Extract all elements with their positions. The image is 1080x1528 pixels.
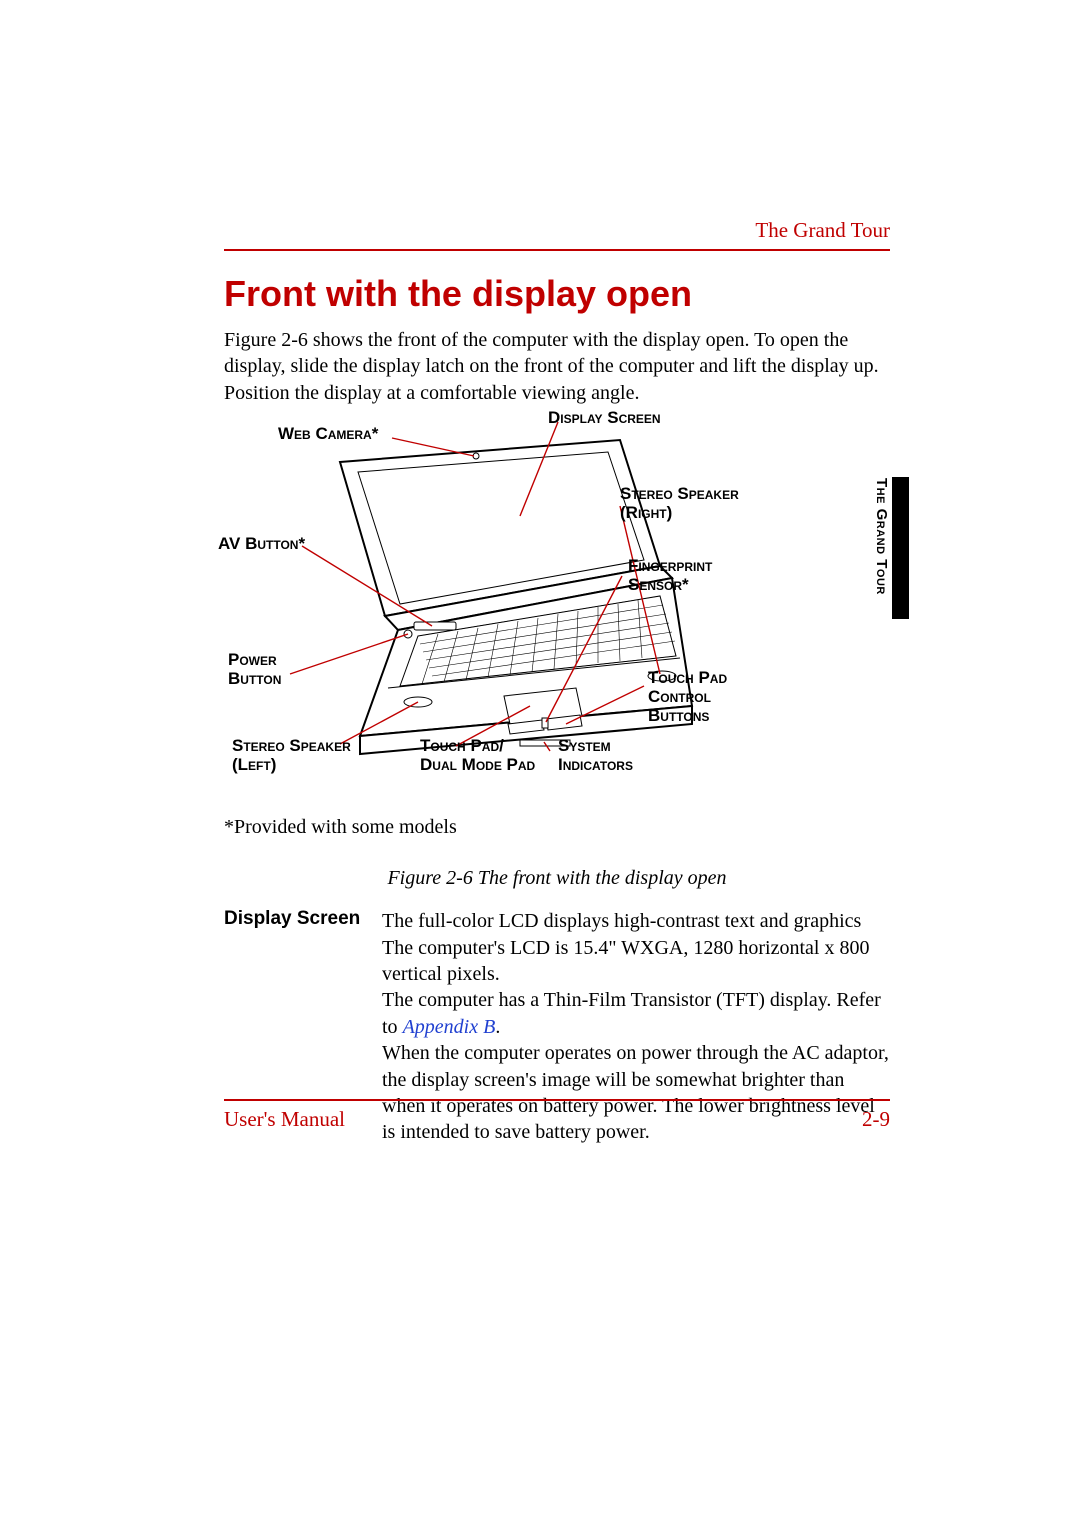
footer-left: User's Manual bbox=[224, 1107, 345, 1132]
label-fingerprint-2: Sensor* bbox=[628, 575, 689, 595]
figure-caption: Figure 2-6 The front with the display op… bbox=[224, 867, 890, 890]
label-av-button: AV Button* bbox=[218, 534, 305, 554]
label-stereo-speaker-right-1: Stereo Speaker bbox=[620, 484, 739, 504]
description-para2b: . bbox=[495, 1016, 500, 1038]
appendix-link[interactable]: Appendix B bbox=[403, 1016, 496, 1038]
label-power-2: Button bbox=[228, 669, 281, 689]
side-tab-text: The Grand Tour bbox=[873, 478, 890, 595]
label-touchpad-1: Touch Pad/ bbox=[420, 736, 504, 756]
section-header: The Grand Tour bbox=[224, 218, 890, 243]
label-fingerprint-1: Fingerprint bbox=[628, 556, 712, 576]
label-stereo-speaker-left-1: Stereo Speaker bbox=[232, 736, 351, 756]
label-system-indicators-2: Indicators bbox=[558, 755, 633, 775]
laptop-diagram-svg bbox=[220, 406, 820, 786]
label-power-1: Power bbox=[228, 650, 277, 670]
side-tab-marker bbox=[892, 477, 909, 619]
label-stereo-speaker-left-2: (Left) bbox=[232, 755, 276, 775]
label-display-screen: Display Screen bbox=[548, 408, 661, 428]
label-touchpad-ctrl-3: Buttons bbox=[648, 706, 709, 726]
figure-footnote: *Provided with some models bbox=[224, 816, 890, 839]
description-para1: The full-color LCD displays high-contras… bbox=[382, 910, 869, 985]
label-touchpad-2: Dual Mode Pad bbox=[420, 755, 535, 775]
label-touchpad-ctrl-1: Touch Pad bbox=[648, 668, 727, 688]
intro-paragraph: Figure 2-6 shows the front of the comput… bbox=[224, 327, 890, 406]
label-touchpad-ctrl-2: Control bbox=[648, 687, 711, 707]
figure-laptop-open: Display Screen Web Camera* Stereo Speake… bbox=[220, 406, 820, 786]
footer-rule bbox=[224, 1099, 890, 1101]
label-web-camera: Web Camera* bbox=[278, 424, 378, 444]
page-footer: User's Manual 2-9 bbox=[224, 1099, 890, 1132]
footer-right: 2-9 bbox=[862, 1107, 890, 1132]
page-title: Front with the display open bbox=[224, 273, 890, 315]
label-system-indicators-1: System bbox=[558, 736, 611, 756]
header-rule bbox=[224, 249, 890, 251]
label-stereo-speaker-right-2: (Right) bbox=[620, 503, 672, 523]
